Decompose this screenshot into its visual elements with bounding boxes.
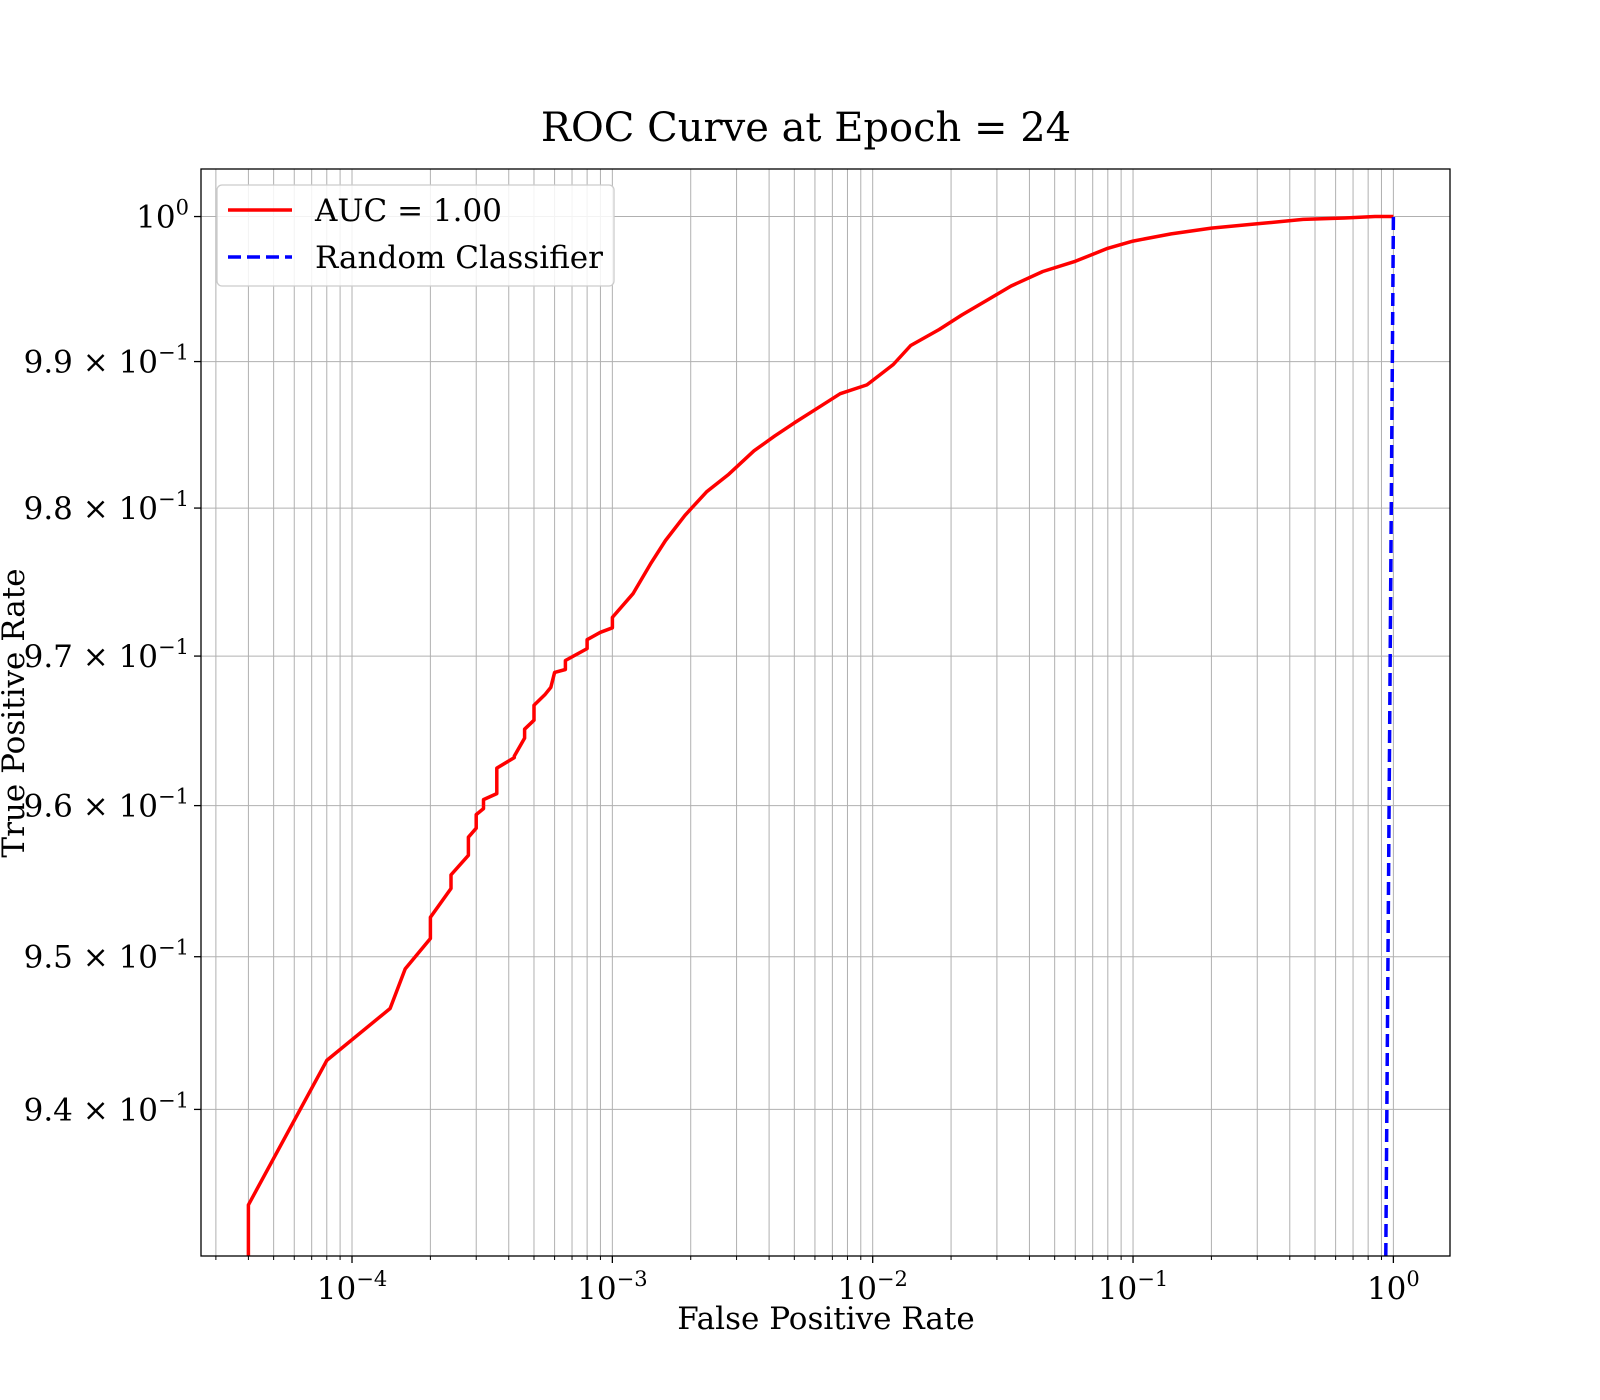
- legend-label-auc: AUC = 1.00: [314, 193, 502, 229]
- x-axis-label: False Positive Rate: [677, 1301, 974, 1337]
- series-layer: [246, 214, 1396, 1257]
- chart-title: ROC Curve at Epoch = 24: [541, 105, 1071, 151]
- legend: AUC = 1.00 Random Classifier: [216, 184, 615, 287]
- roc-curve-line: [246, 214, 1394, 1256]
- y-tick-label: 9.9 × 10−1: [24, 341, 189, 381]
- legend-label-random: Random Classifier: [315, 240, 603, 276]
- y-tick-label: 9.5 × 10−1: [24, 936, 189, 976]
- y-axis-label: True Positive Rate: [0, 568, 32, 857]
- x-tick-label: 10−2: [837, 1267, 907, 1307]
- plot-frame: [200, 168, 1451, 1257]
- major-grid: [201, 169, 1450, 1256]
- y-tick-label: 9.8 × 10−1: [24, 487, 189, 527]
- legend-box: [216, 184, 615, 287]
- random-classifier-line: [1384, 216, 1396, 1257]
- x-axis-ticks: 10−4 10−3 10−2 10−1 100: [215, 1256, 1420, 1307]
